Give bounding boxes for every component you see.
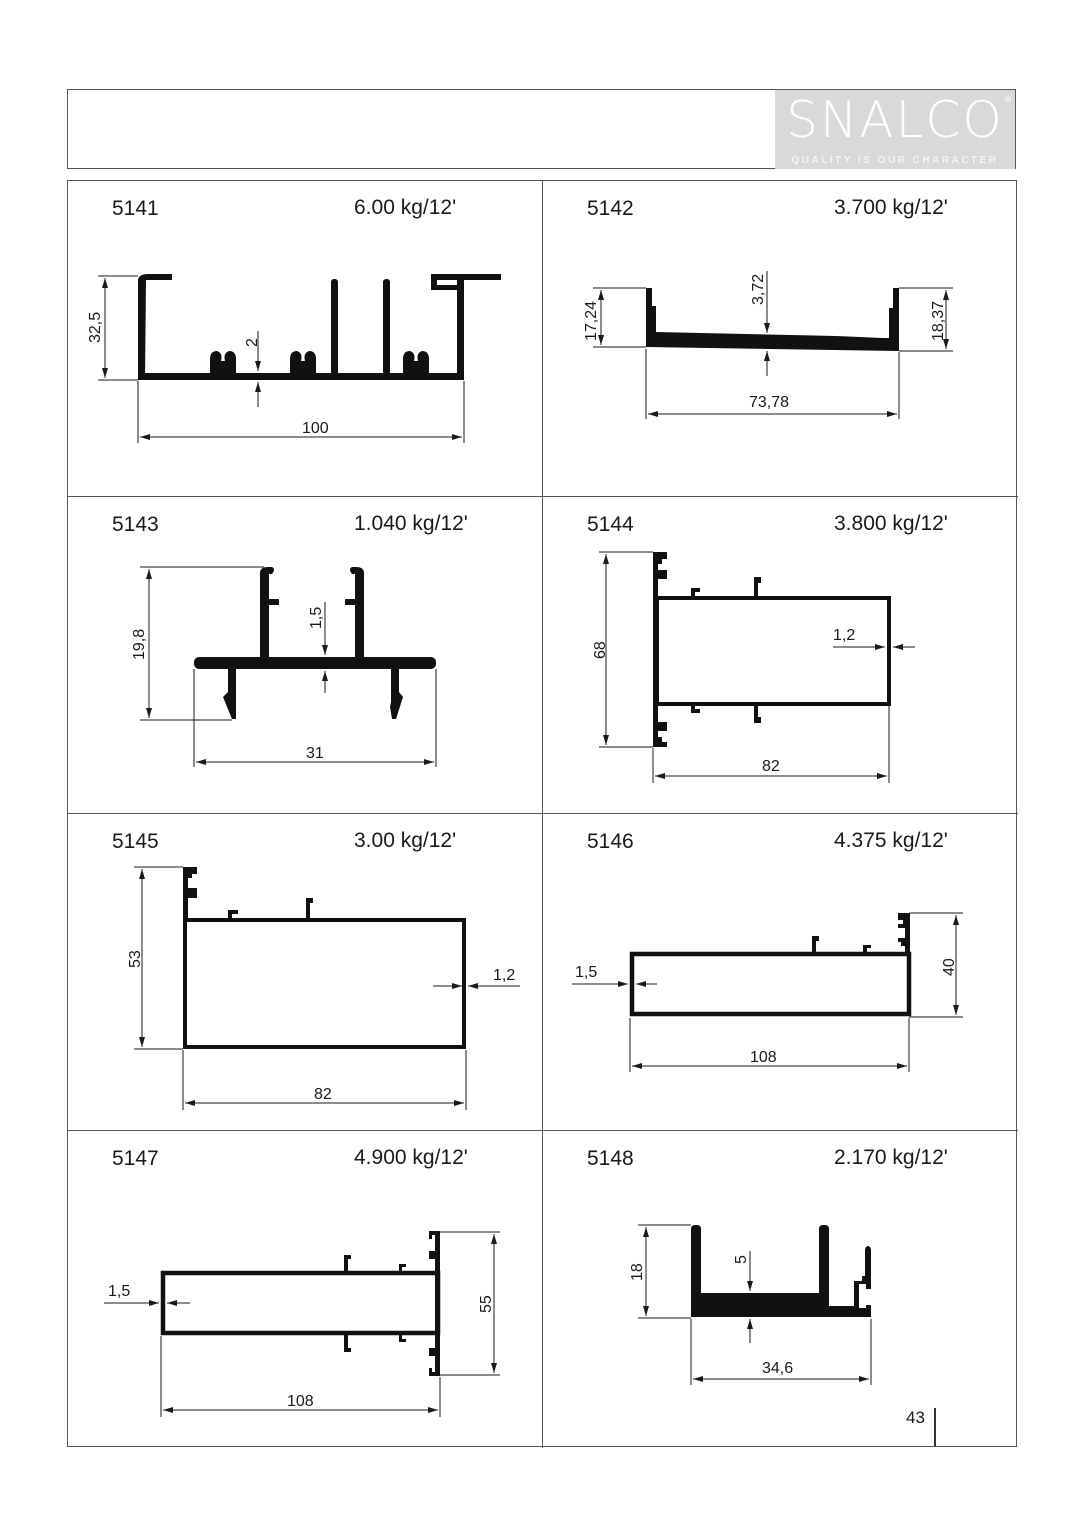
dim-thickness: 3,72	[750, 274, 767, 305]
profile-weight: 3.00 kg/12'	[354, 829, 457, 852]
profile-weight: 4.900 kg/12'	[354, 1146, 468, 1169]
profile-grid: 5141 6.00 kg/12'	[67, 180, 1018, 1448]
dim-thickness: 1,2	[833, 627, 855, 644]
profile-weight: 2.170 kg/12'	[834, 1146, 948, 1169]
profile-weight: 6.00 kg/12'	[354, 196, 457, 219]
profile-cell-5143: 5143 1.040 kg/12' 31 19,8 1,	[68, 497, 543, 814]
profile-weight: 3.800 kg/12'	[834, 512, 948, 535]
profile-drawing-5144: 82 68 1,2	[592, 551, 915, 783]
profile-weight: 1.040 kg/12'	[354, 512, 468, 535]
dim-height: 40	[941, 958, 958, 976]
profile-code: 5145	[112, 830, 159, 853]
profile-cell-5141: 5141 6.00 kg/12'	[68, 181, 543, 497]
dim-thickness: 1,5	[308, 607, 325, 629]
page-number-divider	[934, 1408, 936, 1446]
profile-drawing-5143: 31 19,8 1,5	[131, 566, 437, 767]
dim-thickness: 1,2	[493, 967, 515, 984]
profile-drawing-5145: 82 53 1,2	[127, 866, 520, 1110]
dim-height: 19,8	[131, 629, 148, 660]
profile-drawing-5146: 108 40 1,5	[572, 912, 963, 1072]
profile-cell-5147: 5147 4.900 kg/12'	[68, 1131, 543, 1448]
dim-thickness: 1,5	[575, 964, 597, 981]
snalco-logo: SNALCO ® QUALITY IS OUR CHARACTER	[775, 90, 1015, 169]
dim-width: 73,78	[749, 394, 789, 411]
dim-thickness: 2	[244, 338, 261, 347]
profile-code: 5146	[587, 830, 634, 853]
dim-height: 68	[592, 641, 609, 659]
profile-cell-5145: 5145 3.00 kg/12'	[68, 814, 543, 1131]
logo-brand: SNALCO	[786, 91, 1004, 149]
dim-width: 82	[314, 1086, 332, 1103]
profile-cell-5144: 5144 3.800 kg/12'	[543, 497, 1018, 814]
dim-right-height: 18,37	[930, 301, 947, 341]
profile-weight: 3.700 kg/12'	[834, 196, 948, 219]
profile-code: 5147	[112, 1147, 159, 1170]
registered-mark: ®	[1004, 94, 1011, 104]
profile-drawing-5142: 73,78 17,24 18,37 3,72	[583, 271, 953, 419]
logo-tagline: QUALITY IS OUR CHARACTER	[791, 155, 999, 166]
dim-height: 32,5	[87, 312, 104, 343]
page-number: 43	[906, 1408, 925, 1427]
dim-height: 18	[629, 1263, 646, 1281]
profile-drawing-5141: 100 32,5 2	[87, 274, 501, 443]
dim-width: 82	[762, 758, 780, 775]
dim-thickness: 1,5	[108, 1283, 130, 1300]
profile-cell-5146: 5146 4.375 kg/12'	[543, 814, 1018, 1131]
profile-cell-5148: 5148 2.170 kg/12' 34,6 18 5	[543, 1131, 1018, 1448]
dim-left-height: 17,24	[583, 301, 600, 341]
profile-weight: 4.375 kg/12'	[834, 829, 948, 852]
profile-code: 5142	[587, 197, 634, 220]
dim-width: 34,6	[762, 1360, 793, 1377]
page-header: SNALCO ® QUALITY IS OUR CHARACTER	[67, 89, 1016, 169]
dim-width: 100	[302, 420, 329, 437]
profile-code: 5144	[587, 513, 634, 536]
profile-cell-5142: 5142 3.700 kg/12' 73,78 17,24 18,37	[543, 181, 1018, 497]
dim-width: 108	[287, 1393, 314, 1410]
profile-drawing-5148: 34,6 18 5	[629, 1224, 872, 1385]
dim-height: 55	[478, 1295, 495, 1313]
profile-code: 5143	[112, 513, 159, 536]
profile-code: 5148	[587, 1147, 634, 1170]
profile-code: 5141	[112, 197, 159, 220]
dim-thickness: 5	[733, 1255, 750, 1264]
profile-drawing-5147: 108 55 1,5	[104, 1231, 500, 1417]
dim-width: 108	[750, 1049, 777, 1066]
dim-width: 31	[306, 745, 324, 762]
dim-height: 53	[127, 950, 144, 968]
